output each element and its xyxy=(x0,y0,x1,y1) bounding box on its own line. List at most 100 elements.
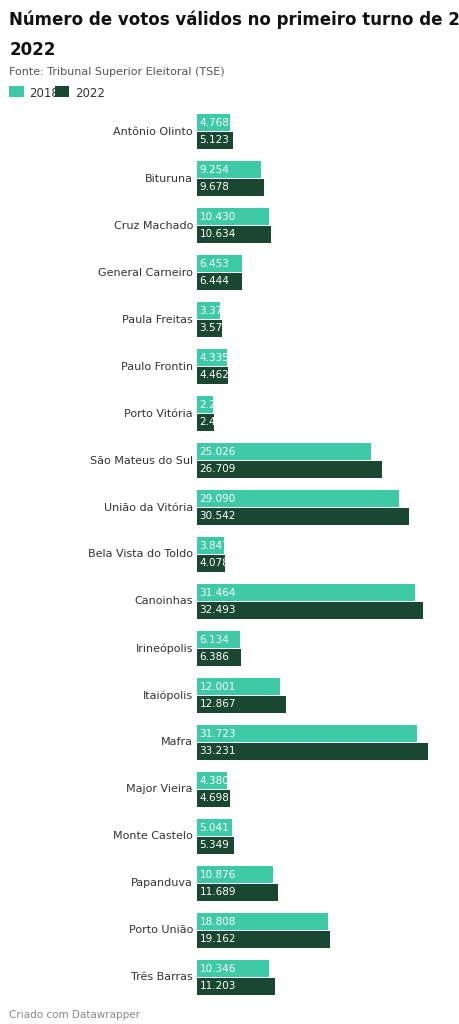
Text: Major Vieira: Major Vieira xyxy=(126,784,192,795)
Text: Número de votos válidos no primeiro turno de 2018 e de: Número de votos válidos no primeiro turn… xyxy=(9,10,459,29)
Bar xyxy=(196,819,231,836)
Text: 12.867: 12.867 xyxy=(199,699,235,710)
Text: 10.634: 10.634 xyxy=(199,229,235,240)
Text: Bela Vista do Toldo: Bela Vista do Toldo xyxy=(88,550,192,559)
Text: 4.768: 4.768 xyxy=(199,118,229,128)
Text: 2.444: 2.444 xyxy=(199,418,229,427)
Bar xyxy=(196,367,228,384)
Bar xyxy=(196,978,274,994)
Text: Três Barras: Três Barras xyxy=(131,973,192,982)
Bar xyxy=(196,555,225,571)
Text: 31.464: 31.464 xyxy=(199,588,235,598)
Bar xyxy=(196,490,398,507)
Text: 4.462: 4.462 xyxy=(199,371,229,380)
Text: 2022: 2022 xyxy=(9,41,56,59)
Bar xyxy=(196,115,230,131)
Bar xyxy=(196,349,227,366)
Text: Irineópolis: Irineópolis xyxy=(135,643,192,653)
Text: 33.231: 33.231 xyxy=(199,746,235,757)
Bar xyxy=(196,162,261,178)
Bar xyxy=(196,302,220,319)
Bar xyxy=(196,396,213,413)
Bar xyxy=(196,743,427,760)
Text: 5.123: 5.123 xyxy=(199,135,229,145)
Text: 10.346: 10.346 xyxy=(199,964,235,974)
Bar xyxy=(196,226,270,243)
Bar xyxy=(196,678,280,695)
Text: 9.254: 9.254 xyxy=(199,165,229,175)
Text: Paulo Frontin: Paulo Frontin xyxy=(121,361,192,372)
Text: 2022: 2022 xyxy=(75,87,105,100)
Text: 31.723: 31.723 xyxy=(199,729,235,738)
Bar xyxy=(196,884,278,900)
Bar xyxy=(196,585,414,601)
Text: Porto Vitória: Porto Vitória xyxy=(124,409,192,419)
Text: General Carneiro: General Carneiro xyxy=(98,267,192,278)
Bar xyxy=(196,538,223,554)
Text: 9.678: 9.678 xyxy=(199,182,229,193)
Bar xyxy=(196,508,408,524)
Bar xyxy=(196,209,269,225)
Text: 6.444: 6.444 xyxy=(199,276,229,287)
Text: 3.371: 3.371 xyxy=(199,306,229,315)
Text: 19.162: 19.162 xyxy=(199,934,235,944)
Text: 29.090: 29.090 xyxy=(199,494,235,504)
Text: 25.026: 25.026 xyxy=(199,446,235,457)
Bar xyxy=(196,772,227,788)
Text: Porto União: Porto União xyxy=(128,926,192,935)
Text: Criado com Datawrapper: Criado com Datawrapper xyxy=(9,1010,140,1020)
Bar xyxy=(196,443,370,460)
Text: 4.698: 4.698 xyxy=(199,794,229,803)
Text: 2.272: 2.272 xyxy=(199,399,229,410)
Text: 4.380: 4.380 xyxy=(199,775,229,785)
Text: Monte Castelo: Monte Castelo xyxy=(113,831,192,842)
Text: 10.876: 10.876 xyxy=(199,869,235,880)
Text: Antônio Olinto: Antônio Olinto xyxy=(113,127,192,136)
Text: 11.689: 11.689 xyxy=(199,887,235,897)
Text: Papanduva: Papanduva xyxy=(131,879,192,889)
Bar xyxy=(196,913,327,930)
Bar xyxy=(196,837,234,854)
Bar xyxy=(196,179,263,196)
Bar xyxy=(196,866,272,883)
Text: 3.571: 3.571 xyxy=(199,324,229,334)
Text: 30.542: 30.542 xyxy=(199,511,235,521)
Bar xyxy=(196,132,232,148)
Text: Paula Freitas: Paula Freitas xyxy=(122,314,192,325)
Bar xyxy=(196,696,286,713)
Bar xyxy=(196,632,239,648)
Text: 6.386: 6.386 xyxy=(199,652,229,663)
Text: Fonte: Tribunal Superior Eleitoral (TSE): Fonte: Tribunal Superior Eleitoral (TSE) xyxy=(9,67,224,77)
Text: 12.001: 12.001 xyxy=(199,682,235,691)
Text: 26.709: 26.709 xyxy=(199,464,235,474)
Bar xyxy=(196,649,241,666)
Text: Cruz Machado: Cruz Machado xyxy=(113,220,192,230)
Bar xyxy=(196,414,213,431)
Text: Itaiópolis: Itaiópolis xyxy=(142,690,192,700)
Text: 11.203: 11.203 xyxy=(199,981,235,991)
Text: 5.041: 5.041 xyxy=(199,822,229,833)
Text: União da Vitória: União da Vitória xyxy=(103,503,192,512)
Text: Canoinhas: Canoinhas xyxy=(134,597,192,606)
Bar xyxy=(196,461,381,477)
Text: 4.078: 4.078 xyxy=(199,558,229,568)
Text: 2018: 2018 xyxy=(29,87,59,100)
Text: 3.847: 3.847 xyxy=(199,541,229,551)
Bar xyxy=(196,321,221,337)
Text: 5.349: 5.349 xyxy=(199,841,229,850)
Bar xyxy=(196,961,269,977)
Text: 18.808: 18.808 xyxy=(199,916,235,927)
Bar xyxy=(196,602,422,618)
Text: Bituruna: Bituruna xyxy=(145,174,192,183)
Text: 32.493: 32.493 xyxy=(199,605,235,615)
Text: Mafra: Mafra xyxy=(161,737,192,748)
Text: 6.453: 6.453 xyxy=(199,259,229,268)
Bar xyxy=(196,790,229,807)
Text: São Mateus do Sul: São Mateus do Sul xyxy=(90,456,192,466)
Text: 4.335: 4.335 xyxy=(199,352,229,362)
Bar xyxy=(196,273,241,290)
Bar xyxy=(196,255,241,272)
Text: 10.430: 10.430 xyxy=(199,212,235,222)
Bar xyxy=(196,931,330,947)
Text: 6.134: 6.134 xyxy=(199,635,229,645)
